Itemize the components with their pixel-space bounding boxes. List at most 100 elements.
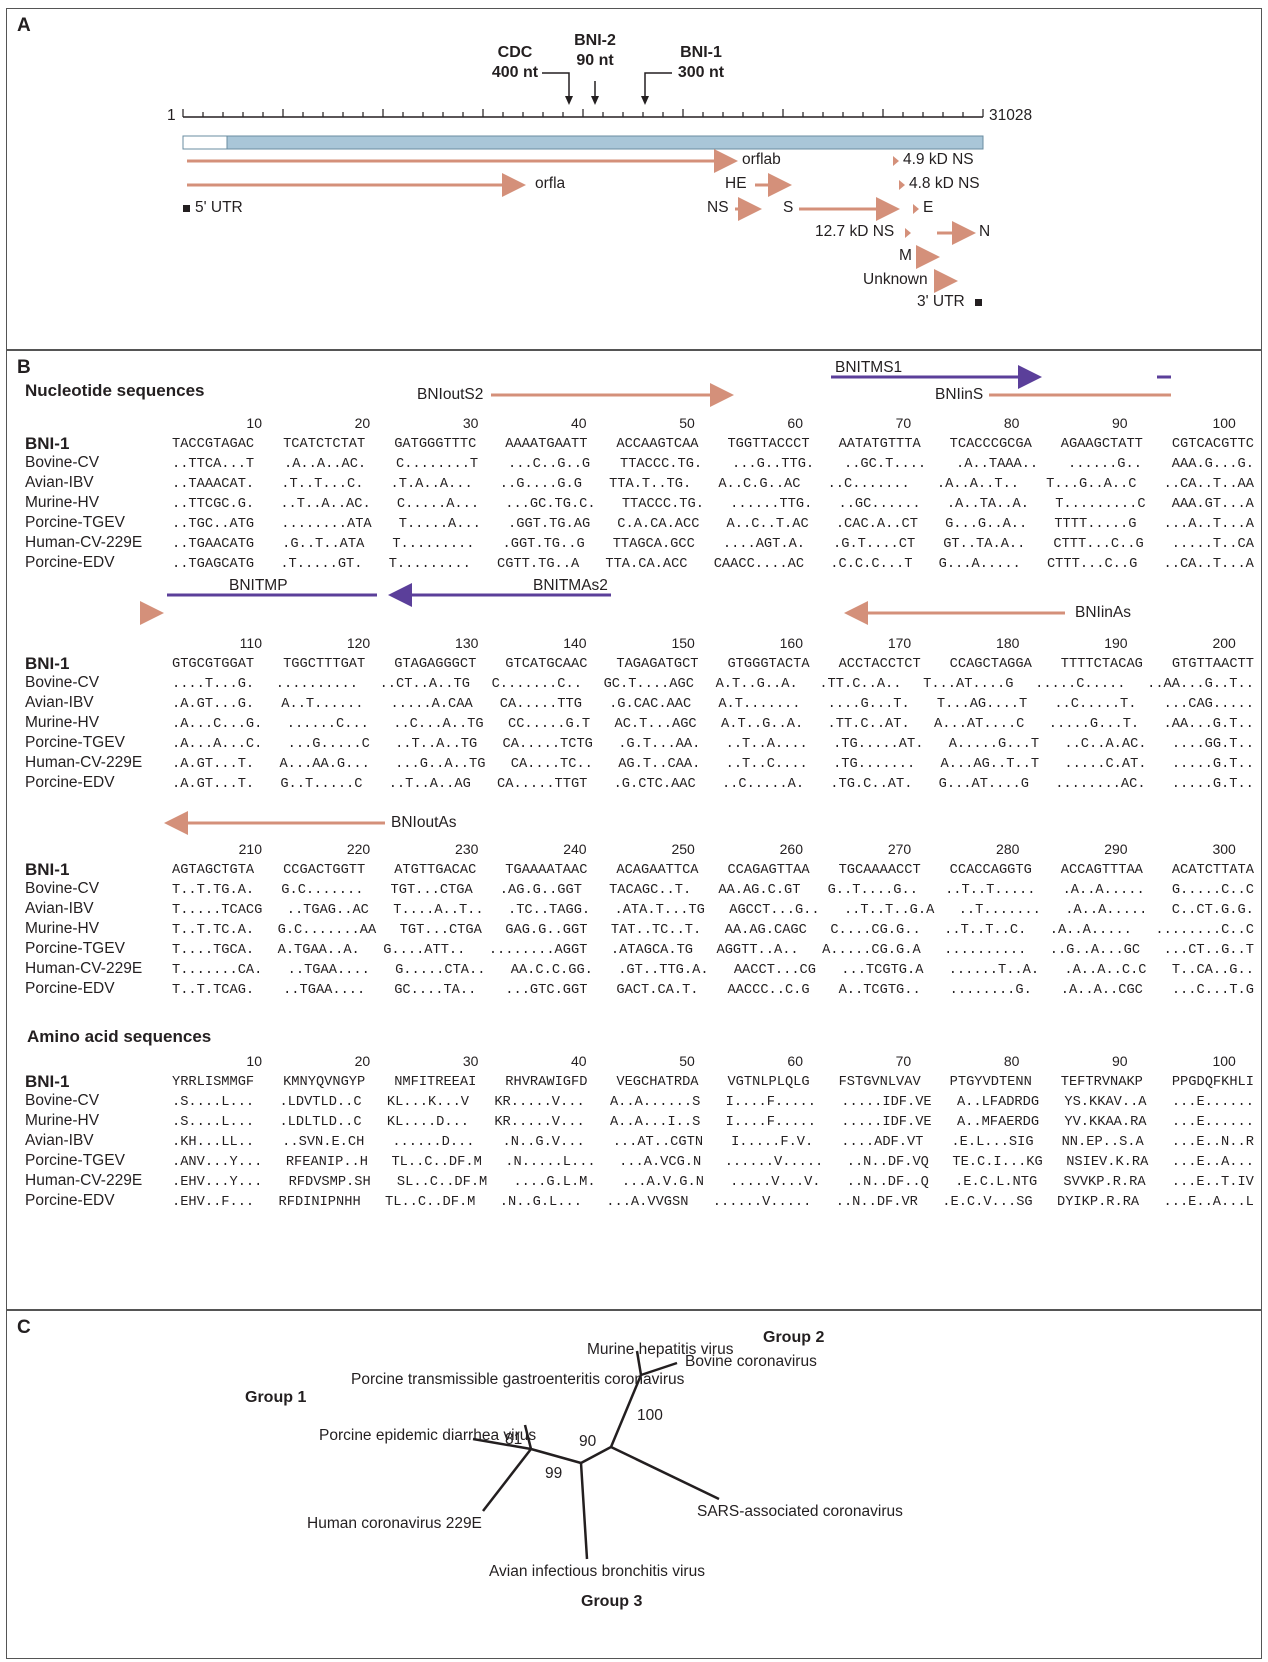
- sequence-group: ....GG.T..: [1171, 737, 1254, 752]
- sequence-group: T...AT....G: [923, 677, 1014, 692]
- position-number: 100: [1212, 415, 1236, 431]
- position-number: 60: [787, 1053, 803, 1069]
- sequence-group: .A.GT...G.: [172, 697, 255, 712]
- group2-branch: [609, 1374, 643, 1448]
- sequence-group: .EHV...Y...: [172, 1175, 263, 1190]
- murine-branch: [635, 1350, 643, 1376]
- probe-bni1: BNI-1 300 nt: [671, 43, 731, 83]
- sequence-group: .....G...T.: [1048, 717, 1140, 732]
- sequence-group: AAA.GT...A: [1171, 497, 1254, 512]
- sequence-group: TTACCC.TG.: [621, 497, 704, 512]
- sequence-group: YS.KKAV..A: [1064, 1095, 1147, 1110]
- sequence-group: .TG.......: [833, 757, 916, 772]
- sequence-group: ..TGAA....: [283, 983, 366, 998]
- sequence-group: GATGGGTTTC: [394, 437, 477, 452]
- sequence-row: ..TAAACAT. .T..T...C. .T.A..A... ..G....G.G…: [172, 477, 1254, 497]
- sequence-name: Porcine-EDV: [25, 1192, 115, 1209]
- sequence-group: ..TTCA...T: [172, 457, 255, 472]
- sequence-group: ...A.VCG.N: [619, 1155, 702, 1170]
- sequence-group: PPGDQFKHLI: [1171, 1075, 1254, 1090]
- sequence-group: CA....TC..: [510, 757, 593, 772]
- sequence-group: ..CA..T...A: [1163, 557, 1254, 572]
- sequence-row: ..TGAGCATG .T.....GT. T......... CGTT.TG..A…: [172, 557, 1254, 577]
- sequence-group: TTACCC.TG.: [620, 457, 703, 472]
- gene-label-s: S: [783, 199, 794, 216]
- sequence-group: TTAGCA.GCC: [612, 537, 695, 552]
- taxon-hcv: Human coronavirus 229E: [307, 1515, 482, 1532]
- sequence-group: SVVKP.R.RA: [1063, 1175, 1146, 1190]
- sequence-group: ACATCTTATA: [1171, 863, 1254, 878]
- sequence-group: A..A...I..S: [609, 1115, 701, 1130]
- scale-ticks: [182, 109, 984, 117]
- sequence-group: T...AG....T: [936, 697, 1028, 712]
- sequence-group: G...AT....G: [938, 777, 1029, 792]
- sequence-row: TACCGTAGAC TCATCTCTAT GATGGGTTTC AAAATGAATT…: [172, 437, 1254, 457]
- taxon-bovine: Bovine coronavirus: [685, 1353, 817, 1370]
- sequence-group: RFDVSMP.SH: [288, 1175, 371, 1190]
- sequence-row: .A...A...C. ...G.....C ..T..A..TG CA.....TC…: [172, 737, 1254, 757]
- sequence-group: TGGCTTTGAT: [283, 657, 366, 672]
- position-number: 170: [887, 635, 912, 651]
- sequence-row: .S....L... .LDVTLD..C KL...K...V KR.....V..…: [172, 1095, 1254, 1115]
- position-number: 90: [1112, 1053, 1128, 1069]
- sequence-group: .ATAGCA.TG: [610, 943, 694, 958]
- sequence-row: GTGCGTGGAT TGGCTTTGAT GTAGAGGGCT GTCATGCAAC…: [172, 657, 1254, 677]
- sequence-group: GTGGGTACTA: [727, 657, 810, 672]
- sequence-row: ....T...G........... ..CT..A..TG C.......C…: [172, 677, 1254, 697]
- sequence-group: NN.EP..S.A: [1061, 1135, 1144, 1150]
- probe-bni2-size: 90 nt: [576, 52, 614, 69]
- position-number: 80: [1003, 1053, 1020, 1069]
- sequence-group: .A...A...C.: [172, 737, 263, 752]
- genome-bar: [182, 135, 984, 150]
- sequence-group: .A..TAAA..: [956, 457, 1039, 472]
- sequence-group: ....G.L.M.: [513, 1175, 596, 1190]
- sequence-group: NMFITREEAI: [394, 1075, 477, 1090]
- genome-start-label: 1: [167, 107, 176, 124]
- sequence-group: .A.GT...T.: [172, 777, 255, 792]
- sequence-group: A..A......S: [609, 1095, 701, 1110]
- sequence-group: KR.....V...: [494, 1095, 585, 1110]
- sequence-group: ..TTCGC.G.: [172, 497, 255, 512]
- sequence-name: Bovine-CV: [25, 1092, 100, 1109]
- sequence-group: A...AT....C: [934, 717, 1025, 732]
- sequence-group: A...AG..T..T: [940, 757, 1040, 772]
- ibv-branch: [579, 1462, 589, 1560]
- sequence-row: T.....TCACG ..TGAG..AC T....A..T.. .TC..TAG…: [172, 903, 1254, 923]
- position-number: 30: [462, 415, 479, 431]
- sequence-group: .C.C.C...T: [830, 557, 913, 572]
- sequence-group: AAA.G...G.: [1171, 457, 1254, 472]
- sequence-group: GTAGAGGGCT: [394, 657, 477, 672]
- sequence-group: .E.C.L.NTG: [955, 1175, 1038, 1190]
- sequence-group: ...C...T.G: [1171, 983, 1254, 998]
- sequence-group: ..N..DF.VQ: [846, 1155, 929, 1170]
- sequence-row: ..TGAACATG .G..T..ATA T......... .GGT.TG..G…: [172, 537, 1254, 557]
- position-number: 90: [1112, 415, 1128, 431]
- group-2-label: Group 2: [763, 1329, 825, 1346]
- sequence-group: ...A.VVGSN: [606, 1195, 689, 1210]
- position-number: 40: [571, 1053, 587, 1069]
- gene-marker-49kd: [893, 156, 899, 166]
- gene-label-m: M: [899, 247, 912, 264]
- primer-label-bnitmas2: BNITMAs2: [533, 577, 608, 594]
- bootstrap-90: 90: [579, 1433, 597, 1450]
- sequence-group: .....T..CA: [1171, 537, 1254, 552]
- sequence-row: T.......CA. ..TGAA.... G.....CTA.. AA.C.C.G…: [172, 963, 1254, 983]
- sequence-group: CTTT...C..G: [1046, 557, 1138, 572]
- sequence-name: Murine-HV: [25, 714, 100, 731]
- sequence-name: Human-CV-229E: [25, 960, 143, 977]
- sequence-group: AGAAGCTATT: [1060, 437, 1143, 452]
- sequence-group: TEFTRVNAKP: [1060, 1075, 1143, 1090]
- position-number: 100: [1212, 1053, 1236, 1069]
- sequence-group: ...C..G..G: [508, 457, 591, 472]
- sequence-group: A.T.......: [718, 697, 801, 712]
- sequence-group: CCAGCTAGGA: [949, 657, 1032, 672]
- sequence-row: .EHV...Y... RFDVSMP.SH SL..C..DF.M ....G.L.…: [172, 1175, 1254, 1195]
- sequence-group: C..CT.G.G.: [1171, 903, 1254, 918]
- sequence-row: T..T.TCAG. ..TGAA.... GC....TA.. ...GTC.GGT…: [172, 983, 1254, 1003]
- sequence-group: ..T..T.....: [945, 883, 1036, 898]
- sequence-group: G....ATT..: [383, 943, 466, 958]
- sequence-group: ......TTG.: [730, 497, 813, 512]
- sequence-group: TCATCTCTAT: [283, 437, 366, 452]
- sequence-group: ...E..T.IV: [1171, 1175, 1254, 1190]
